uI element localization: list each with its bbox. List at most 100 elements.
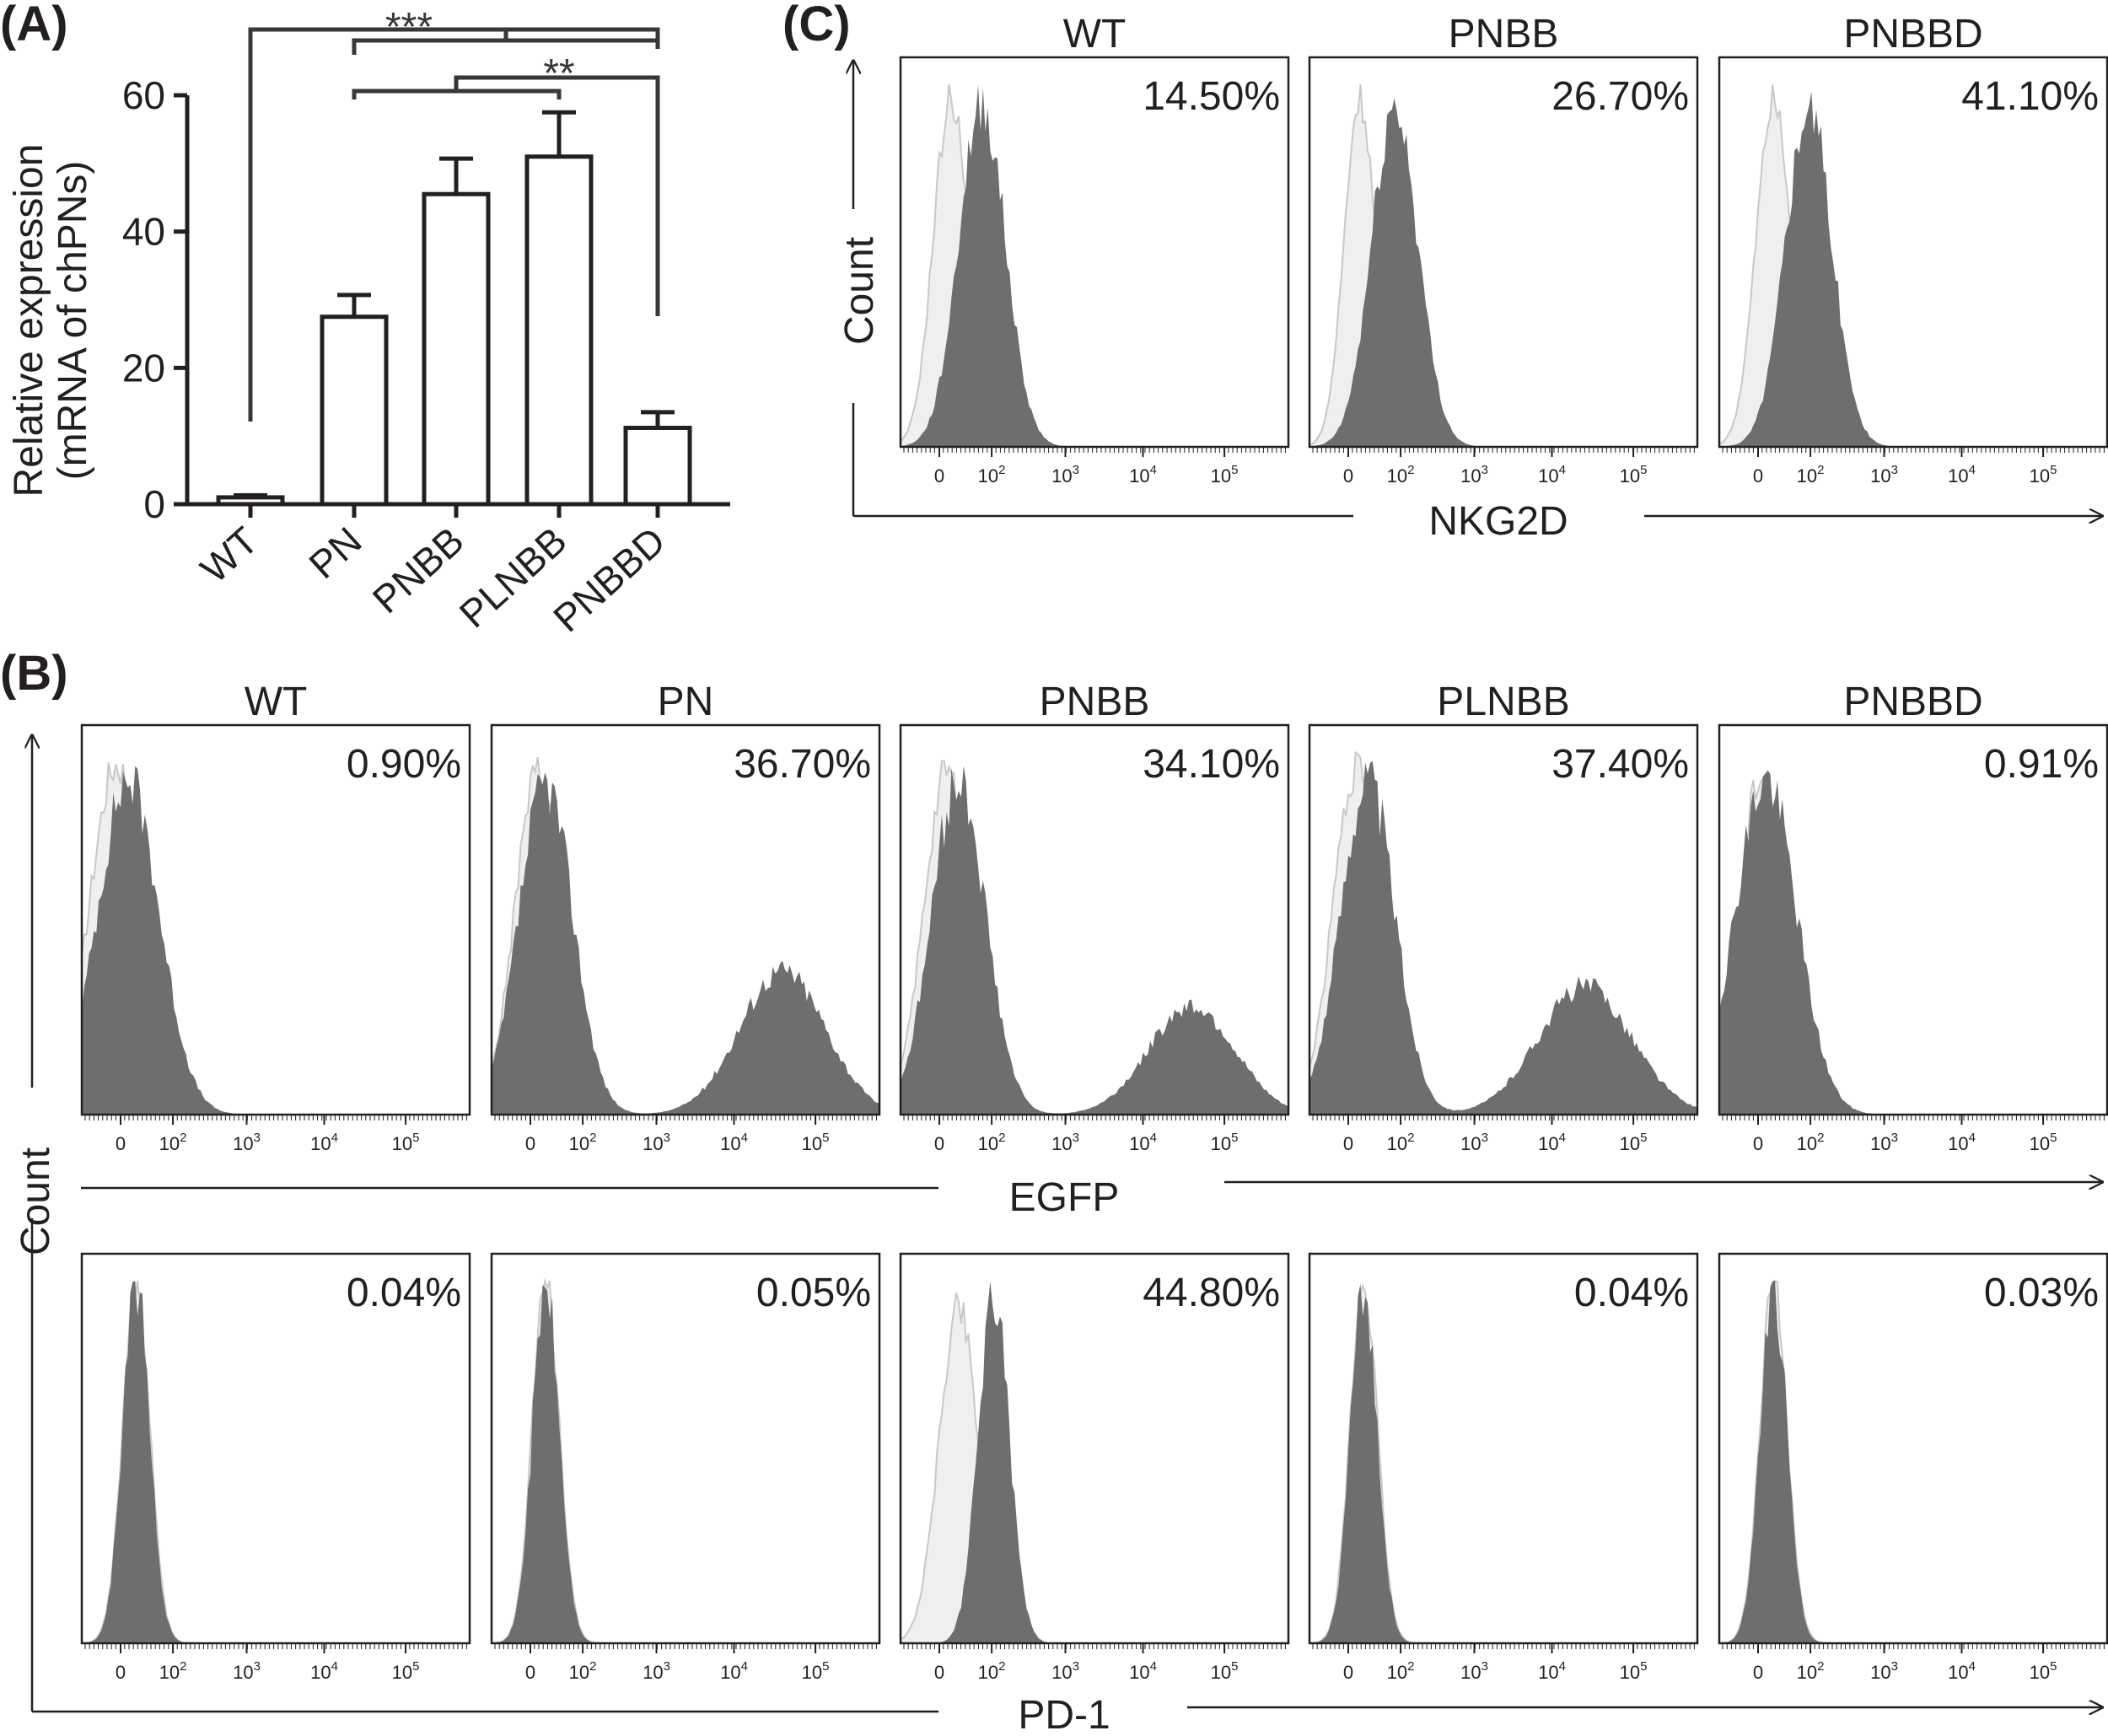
x-tick-label: 105: [392, 1659, 420, 1683]
x-tick-label: 103: [233, 1659, 261, 1683]
x-tick-label: 104: [1948, 1131, 1976, 1154]
x-tick-label: 103: [1460, 1659, 1488, 1683]
x-tick-label: 102: [1387, 1131, 1415, 1154]
x-tick-label: 103: [1870, 463, 1898, 486]
x-tick-label: 102: [978, 1659, 1006, 1683]
x-tick-label: 103: [233, 1131, 261, 1154]
histogram-panel: PNBBD 41.10% 0 102 103 104 105: [1718, 12, 2108, 486]
x-tick-label: 104: [1129, 463, 1157, 486]
x-tick-label: 104: [1948, 463, 1976, 486]
x-tick-label: 102: [978, 463, 1006, 486]
histogram-panel: WT 0.90% 0 102 103 104 105: [80, 680, 471, 1154]
x-tick-label: 103: [1051, 1131, 1079, 1154]
sample-label: PNBBD: [1843, 680, 1982, 724]
percentage-label: 0.04%: [1574, 1271, 1689, 1315]
x-tick-label: 0: [116, 1133, 126, 1154]
x-tick-label: 0: [116, 1662, 126, 1683]
panel-label-a: (A): [0, 0, 68, 51]
x-tick-label: 103: [1460, 463, 1488, 486]
y-tick-label: 60: [122, 73, 165, 117]
sample-histogram: [901, 766, 1288, 1115]
x-tick-label: 102: [1797, 1131, 1825, 1154]
panel-label-c: (C): [782, 0, 851, 51]
y-tick-label: 20: [122, 346, 165, 390]
sample-histogram: [901, 1281, 1288, 1643]
panel-label-b: (B): [0, 646, 68, 701]
x-tick-label: 104: [720, 1659, 748, 1683]
axes-b: Count EGFP PD-1: [13, 735, 2102, 1736]
x-tick-label: 103: [1870, 1659, 1898, 1683]
x-category-label: PNBBD: [545, 519, 674, 641]
x-tick-label: 105: [1620, 1659, 1648, 1683]
y-tick-label: 40: [122, 210, 165, 254]
x-tick-label: 0: [525, 1662, 535, 1683]
x-tick-label: 104: [1538, 463, 1566, 486]
percentage-label: 0.04%: [347, 1271, 461, 1315]
sample-histogram: [82, 766, 470, 1115]
x-tick-label: 104: [1538, 1131, 1566, 1154]
histogram-panel: PN 36.70% 0 102 103 104 105: [490, 680, 881, 1154]
histogram-panel: 44.80% 0 102 103 104 105: [899, 1252, 1290, 1683]
x-tick-label: 105: [1211, 1131, 1239, 1154]
x-tick-label: 0: [1343, 1133, 1353, 1154]
x-tick-label: 105: [1620, 463, 1648, 486]
x-tick-label: 102: [1387, 463, 1415, 486]
x-axis-label-pd1: PD-1: [1018, 1693, 1110, 1736]
x-tick-label: 103: [643, 1131, 670, 1154]
plot-frame: [80, 1252, 471, 1645]
sample-histogram: [1309, 1283, 1697, 1643]
percentage-label: 44.80%: [1143, 1271, 1280, 1315]
x-tick-label: 104: [1538, 1659, 1566, 1683]
x-tick-label: 103: [643, 1659, 670, 1683]
x-axis-label-nkg2d: NKG2D: [1428, 499, 1568, 544]
control-histogram: [900, 1293, 1288, 1644]
x-category-label: PN: [300, 519, 369, 587]
x-tick-label: 105: [2030, 1131, 2057, 1154]
x-tick-label: 104: [310, 1131, 338, 1154]
x-tick-label: 105: [2030, 463, 2057, 486]
x-tick-label: 105: [392, 1131, 420, 1154]
x-tick-label: 105: [802, 1131, 830, 1154]
percentage-label: 0.90%: [347, 742, 461, 787]
x-tick-label: 102: [1797, 1659, 1825, 1683]
sample-histogram: [492, 772, 879, 1115]
sample-histogram: [1719, 770, 2107, 1115]
x-tick-label: 104: [1948, 1659, 1976, 1683]
histogram-panel: 0.04% 0 102 103 104 105: [1308, 1252, 1699, 1683]
bar-plnbb: [524, 154, 594, 507]
histogram-panel: 0.03% 0 102 103 104 105: [1718, 1252, 2108, 1683]
plot-frame: [1308, 1252, 1699, 1645]
histogram-panel: 0.05% 0 102 103 104 105: [490, 1252, 881, 1683]
chart-a: Relative expression (mRNA of chPNs) 0 20 4…: [7, 5, 730, 640]
percentage-label: 34.10%: [1143, 742, 1280, 787]
x-tick-label: 105: [1211, 463, 1239, 486]
x-tick-label: 105: [2030, 1659, 2057, 1683]
sample-histogram: [82, 1281, 470, 1643]
histogram-panel: 0.04% 0 102 103 104 105: [80, 1252, 471, 1683]
y-axis-label-count-b: Count: [13, 1147, 58, 1255]
x-tick-label: 102: [1797, 463, 1825, 486]
sample-histogram: [492, 1285, 879, 1643]
sample-histogram: [1719, 1281, 2107, 1643]
plot-frame: [899, 1252, 1290, 1645]
plot-frame: [899, 723, 1290, 1116]
x-tick-label: 0: [934, 465, 944, 486]
x-tick-label: 0: [1343, 465, 1353, 486]
plot-frame: [1308, 723, 1699, 1116]
x-tick-label: 102: [159, 1131, 187, 1154]
plot-frame: [80, 723, 471, 1116]
histogram-panel: WT 14.50% 0 102 103 104 105: [899, 12, 1290, 486]
x-tick-label: 104: [1129, 1131, 1157, 1154]
x-tick-label: 105: [1211, 1659, 1239, 1683]
percentage-label: 14.50%: [1143, 74, 1280, 119]
sample-histogram: [1309, 761, 1697, 1115]
x-tick-label: 103: [1051, 463, 1079, 486]
plot-frame: [1718, 723, 2108, 1116]
sample-histogram: [901, 84, 1288, 448]
y-axis-label-line1: Relative expression: [7, 144, 51, 497]
significance-brackets: *** **: [248, 5, 660, 422]
x-tick-label: 102: [569, 1131, 597, 1154]
plot-frame: [490, 723, 881, 1116]
